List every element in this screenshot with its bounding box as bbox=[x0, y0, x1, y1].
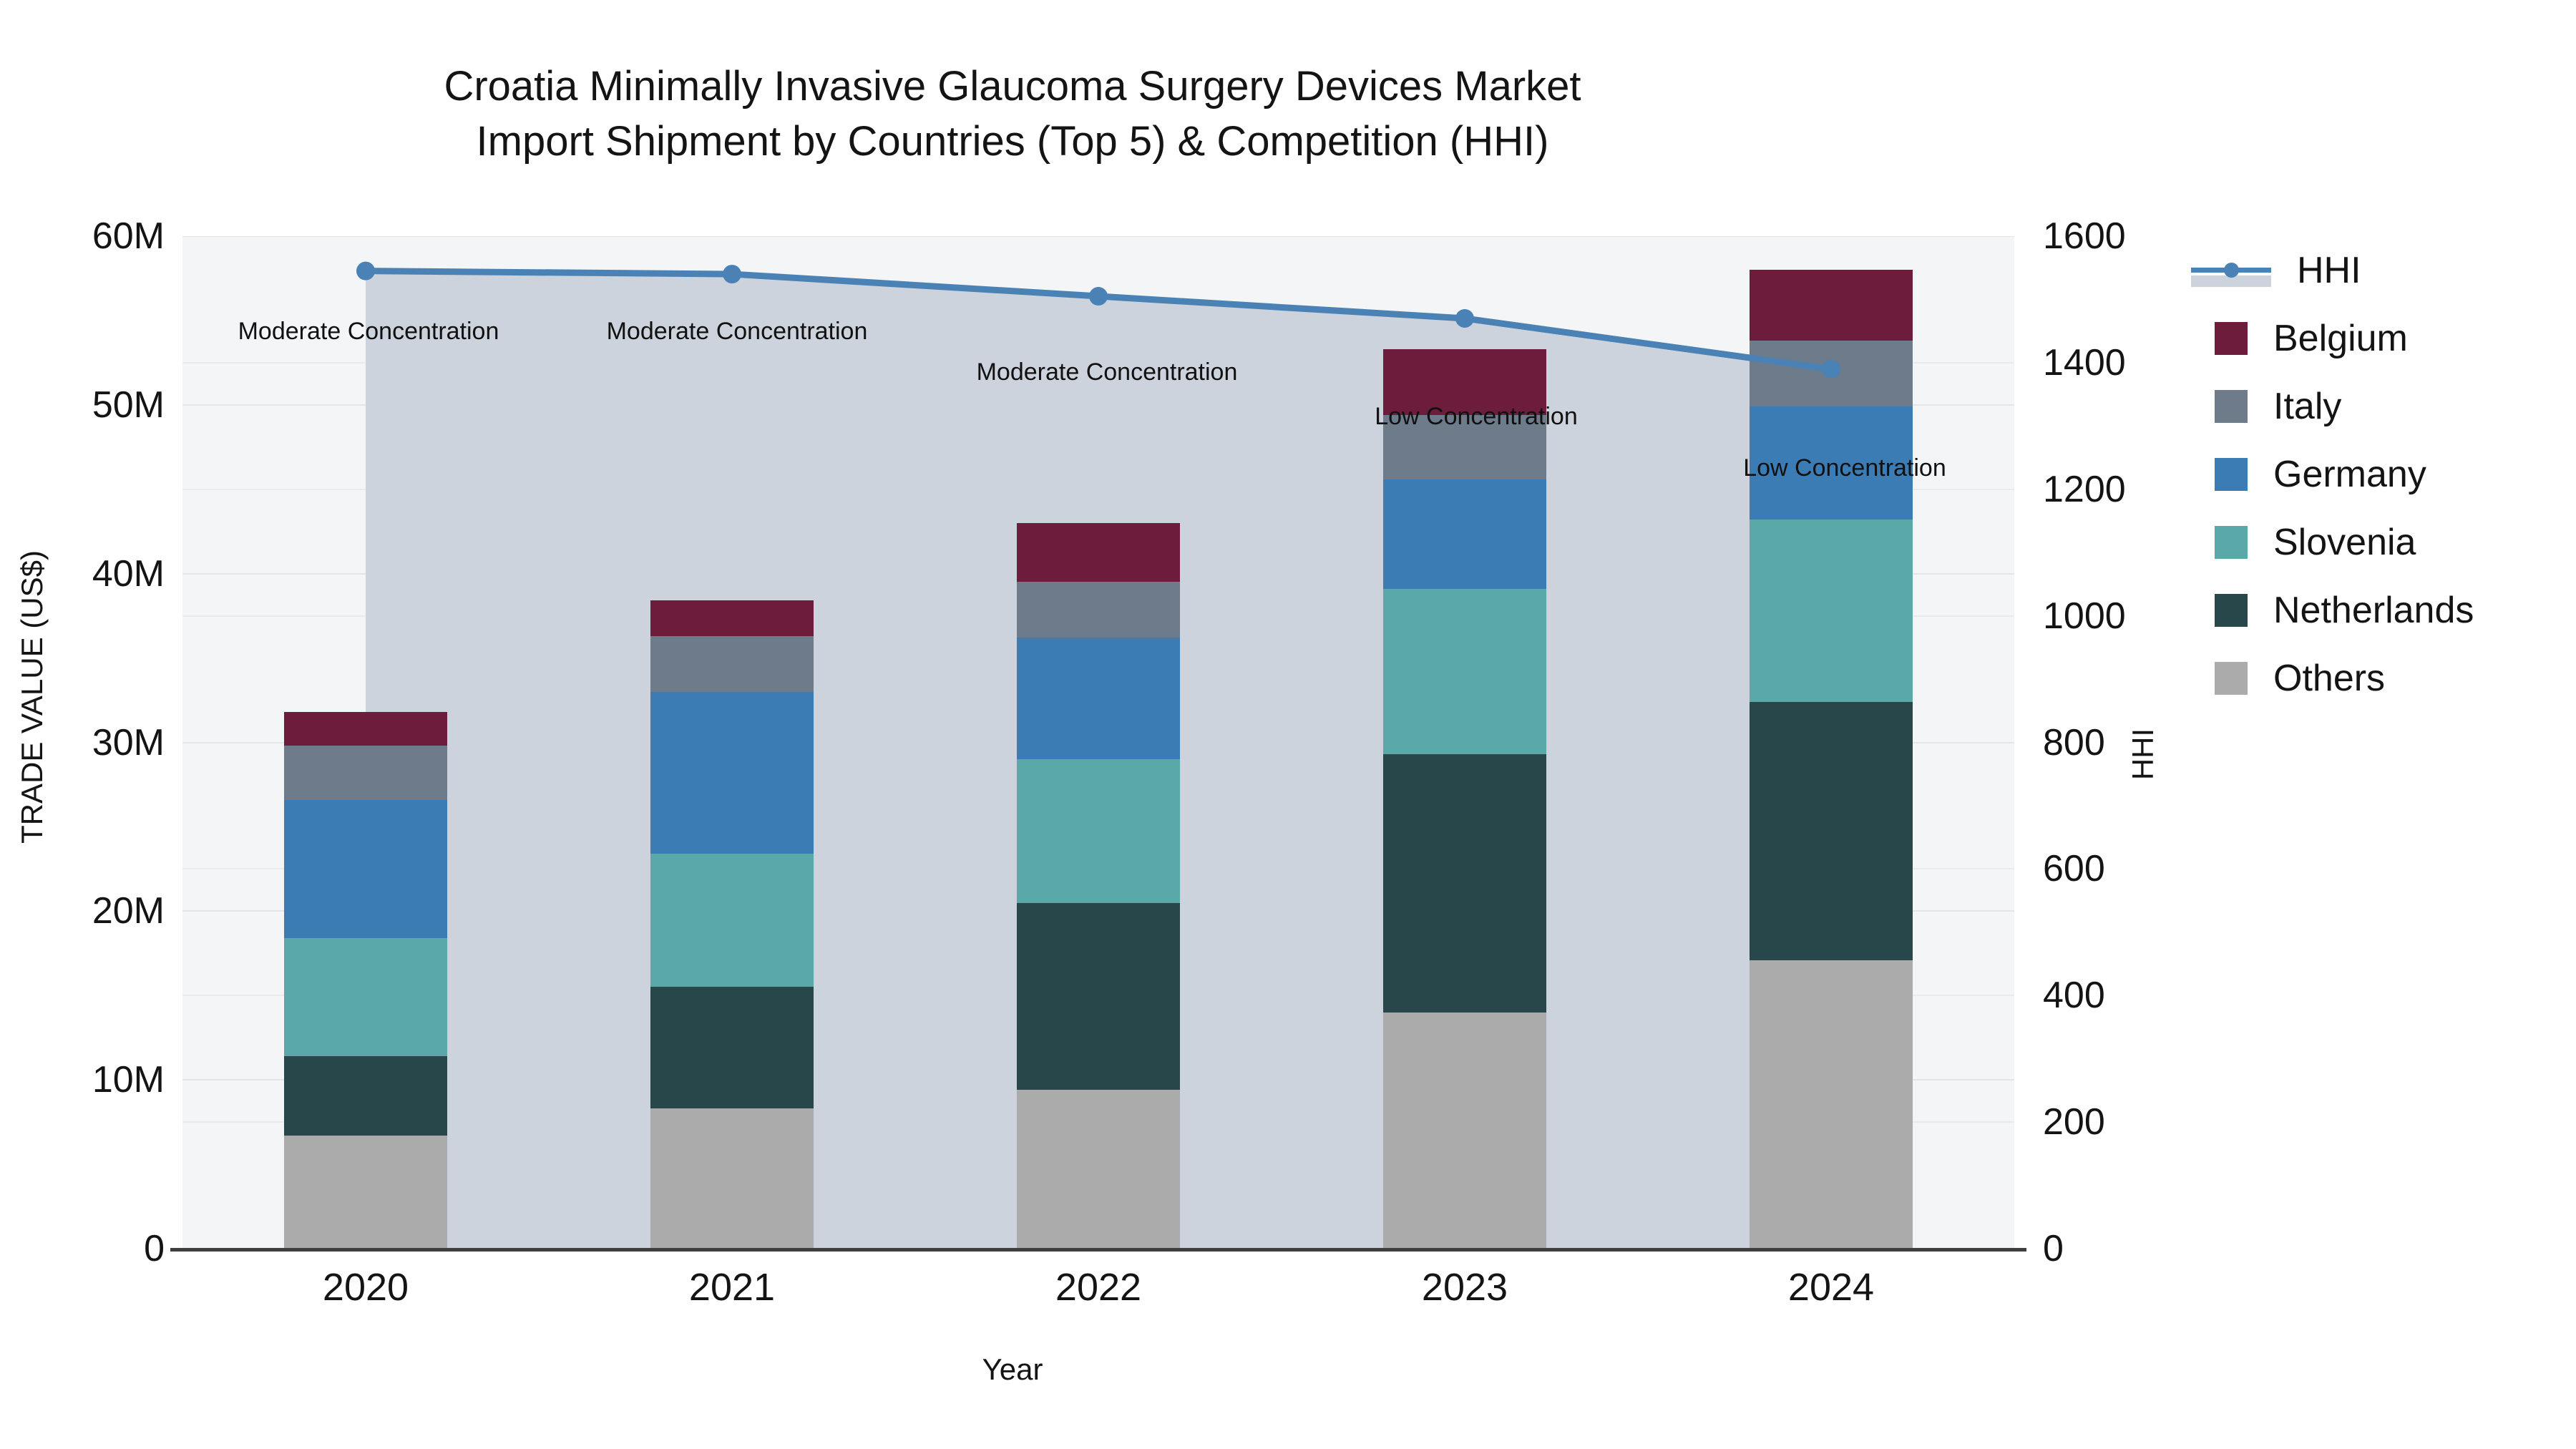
bar-stack[interactable] bbox=[1750, 236, 1913, 1249]
legend-swatch-icon bbox=[2215, 525, 2248, 559]
x-axis-line bbox=[170, 1248, 2026, 1252]
bar-segment[interactable] bbox=[1383, 588, 1546, 754]
bar-segment[interactable] bbox=[1750, 341, 1913, 407]
bar-segment[interactable] bbox=[650, 600, 814, 636]
bar-segment[interactable] bbox=[1017, 1090, 1180, 1249]
legend-item-germany[interactable]: Germany bbox=[2215, 440, 2572, 508]
y-axis-left-tick-label: 20M bbox=[92, 890, 165, 932]
legend: HHI Belgium Italy Germany Slovenia Netherland… bbox=[2191, 236, 2572, 712]
x-axis-title: Year bbox=[982, 1352, 1043, 1386]
x-axis-tick-label: 2020 bbox=[322, 1266, 409, 1309]
y-axis-right-title: HHI bbox=[2126, 728, 2160, 781]
plot-area bbox=[182, 236, 2014, 1249]
y-axis-right-tick-label: 1200 bbox=[2043, 468, 2126, 510]
bar-segment[interactable] bbox=[284, 746, 447, 800]
bar-stack[interactable] bbox=[1383, 236, 1546, 1249]
bar-segment[interactable] bbox=[284, 1135, 447, 1249]
y-axis-right-tick-label: 1600 bbox=[2043, 215, 2126, 257]
bar-segment[interactable] bbox=[650, 691, 814, 854]
bar-segment[interactable] bbox=[1017, 902, 1180, 1091]
annotation-label: Low Concentration bbox=[1743, 454, 1946, 482]
x-axis-tick-label: 2022 bbox=[1055, 1266, 1142, 1309]
legend-item-label: Germany bbox=[2273, 453, 2426, 495]
bar-segment[interactable] bbox=[1017, 522, 1180, 582]
bar-segment[interactable] bbox=[1750, 519, 1913, 702]
x-axis-tick-label: 2021 bbox=[688, 1266, 776, 1309]
legend-item-label: HHI bbox=[2297, 249, 2361, 291]
bar-segment[interactable] bbox=[1750, 270, 1913, 341]
hhi-line-icon bbox=[2191, 254, 2271, 287]
bar-segment[interactable] bbox=[1750, 701, 1913, 960]
bar-segment[interactable] bbox=[1383, 479, 1546, 589]
y-axis-left-tick-label: 30M bbox=[92, 721, 165, 763]
legend-swatch-icon bbox=[2215, 661, 2248, 695]
bar-segment[interactable] bbox=[1017, 638, 1180, 760]
y-axis-left-tick-label: 40M bbox=[92, 552, 165, 595]
bar-segment[interactable] bbox=[650, 1108, 814, 1249]
y-axis-left-tick-label: 10M bbox=[92, 1059, 165, 1101]
bar-segment[interactable] bbox=[1383, 1012, 1546, 1249]
bar-segment[interactable] bbox=[650, 635, 814, 692]
bar-segment[interactable] bbox=[1750, 406, 1913, 520]
y-axis-right-tick-label: 0 bbox=[2043, 1228, 2064, 1269]
bar-segment[interactable] bbox=[284, 712, 447, 746]
legend-item-label: Others bbox=[2273, 657, 2386, 699]
bar-segment[interactable] bbox=[650, 987, 814, 1109]
gridline bbox=[182, 236, 2014, 237]
page-title: Croatia Minimally Invasive Glaucoma Surg… bbox=[444, 63, 1581, 165]
y-axis-left-tick-label: 60M bbox=[92, 215, 165, 257]
y-axis-left-tick-label: 50M bbox=[92, 384, 165, 426]
y-axis-right-tick-label: 200 bbox=[2043, 1101, 2105, 1143]
legend-item-label: Slovenia bbox=[2273, 521, 2416, 563]
y-axis-left-title: TRADE VALUE (US$) bbox=[15, 550, 49, 844]
x-axis-tick-label: 2024 bbox=[1787, 1266, 1875, 1309]
legend-item-hhi[interactable]: HHI bbox=[2191, 236, 2572, 304]
annotation-label: Moderate Concentration bbox=[606, 318, 868, 345]
legend-item-label: Netherlands bbox=[2273, 589, 2474, 631]
bar-stack[interactable] bbox=[650, 236, 814, 1249]
annotation-label: Low Concentration bbox=[1375, 403, 1578, 430]
bar-stack[interactable] bbox=[284, 236, 447, 1249]
bar-stack[interactable] bbox=[1017, 236, 1180, 1249]
legend-swatch-icon bbox=[2215, 593, 2248, 627]
y-axis-right-tick-label: 1000 bbox=[2043, 595, 2126, 637]
bar-segment[interactable] bbox=[1383, 754, 1546, 1013]
bar-segment[interactable] bbox=[1017, 759, 1180, 903]
legend-item-label: Italy bbox=[2273, 385, 2342, 427]
y-axis-right-tick-label: 800 bbox=[2043, 721, 2105, 763]
bar-segment[interactable] bbox=[650, 854, 814, 987]
legend-item-italy[interactable]: Italy bbox=[2215, 372, 2572, 440]
y-axis-right-tick-label: 1400 bbox=[2043, 341, 2126, 384]
legend-item-others[interactable]: Others bbox=[2215, 644, 2572, 712]
bar-segment[interactable] bbox=[1017, 582, 1180, 638]
bar-segment[interactable] bbox=[284, 938, 447, 1057]
legend-swatch-icon bbox=[2215, 321, 2248, 355]
y-axis-right-tick-label: 600 bbox=[2043, 848, 2105, 890]
legend-item-slovenia[interactable]: Slovenia bbox=[2215, 508, 2572, 576]
x-axis-tick-label: 2023 bbox=[1421, 1266, 1508, 1309]
bar-segment[interactable] bbox=[284, 799, 447, 939]
legend-item-label: Belgium bbox=[2273, 317, 2408, 359]
legend-swatch-icon bbox=[2215, 457, 2248, 491]
bar-segment[interactable] bbox=[1750, 960, 1913, 1249]
bar-segment[interactable] bbox=[284, 1056, 447, 1136]
legend-swatch-icon bbox=[2215, 389, 2248, 423]
legend-item-belgium[interactable]: Belgium bbox=[2215, 304, 2572, 372]
y-axis-left-tick-label: 0 bbox=[144, 1228, 165, 1269]
annotation-label: Moderate Concentration bbox=[976, 358, 1238, 386]
bar-segment[interactable] bbox=[1383, 414, 1546, 479]
legend-item-netherlands[interactable]: Netherlands bbox=[2215, 576, 2572, 644]
annotation-label: Moderate Concentration bbox=[238, 318, 499, 345]
y-axis-right-tick-label: 400 bbox=[2043, 975, 2105, 1017]
